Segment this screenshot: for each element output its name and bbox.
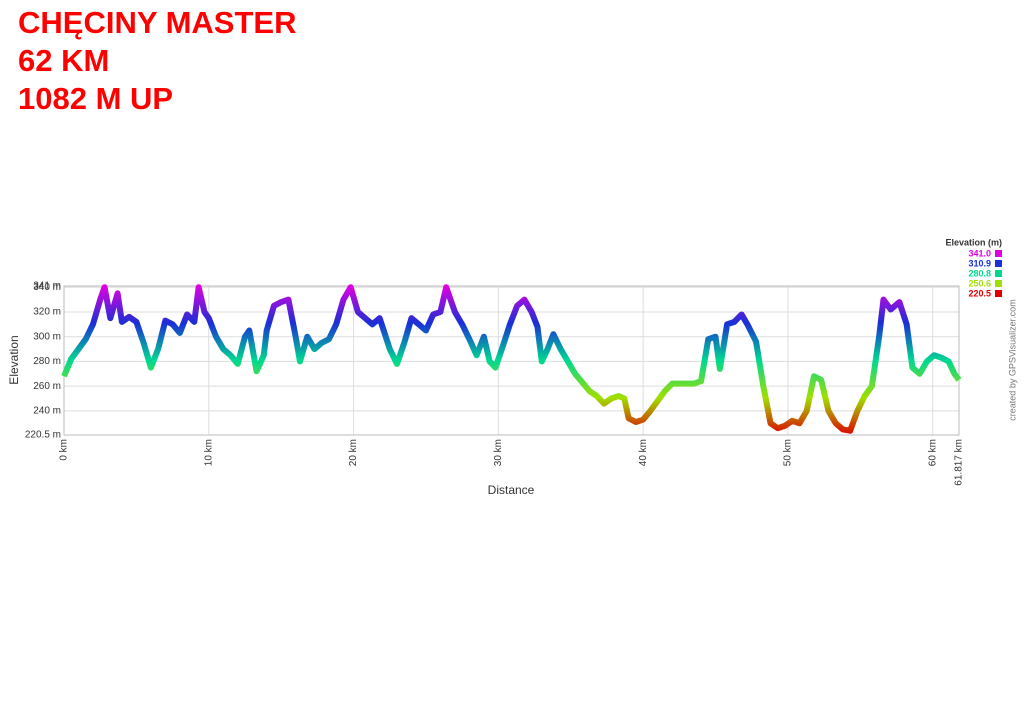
y-tick-label: 341 m — [33, 281, 61, 292]
legend-title: Elevation (m) — [945, 237, 1002, 247]
legend-swatch — [995, 270, 1002, 277]
legend-swatch — [995, 280, 1002, 287]
legend-label: 341.0 — [968, 248, 991, 258]
x-tick-label: 40 km — [638, 439, 649, 466]
legend-label: 220.5 — [968, 288, 991, 298]
x-tick-label: 50 km — [783, 439, 794, 466]
legend-label: 250.6 — [968, 278, 991, 288]
legend-label: 310.9 — [968, 258, 991, 268]
y-tick-label: 220.5 m — [25, 430, 61, 441]
legend-swatch — [995, 260, 1002, 267]
x-tick-label: 20 km — [348, 439, 359, 466]
legend-label: 280.8 — [968, 268, 991, 278]
credit: created by GPSVisualizer.com — [1007, 299, 1017, 420]
y-tick-label: 240 m — [33, 406, 61, 417]
y-tick-label: 320 m — [33, 307, 61, 318]
x-tick-label: 0 km — [59, 439, 70, 461]
y-tick-label: 300 m — [33, 331, 61, 342]
x-tick-label: 10 km — [203, 439, 214, 466]
y-tick-label: 280 m — [33, 356, 61, 367]
y-tick-label: 340 m — [33, 282, 61, 293]
y-tick-label: 260 m — [33, 381, 61, 392]
x-tick-label: 60 km — [927, 439, 938, 466]
legend-swatch — [995, 250, 1002, 257]
y-axis-label: Elevation — [7, 335, 21, 384]
x-axis-label: Distance — [488, 483, 535, 497]
elevation-line — [61, 284, 962, 434]
x-tick-label: 30 km — [493, 439, 504, 466]
title-line: CHĘCINY MASTER — [18, 5, 296, 40]
title-line: 62 KM — [18, 43, 109, 78]
legend-swatch — [995, 290, 1002, 297]
title-line: 1082 M UP — [18, 81, 173, 116]
plot-frame — [63, 285, 960, 436]
x-tick-label: 61.817 km — [954, 439, 965, 486]
